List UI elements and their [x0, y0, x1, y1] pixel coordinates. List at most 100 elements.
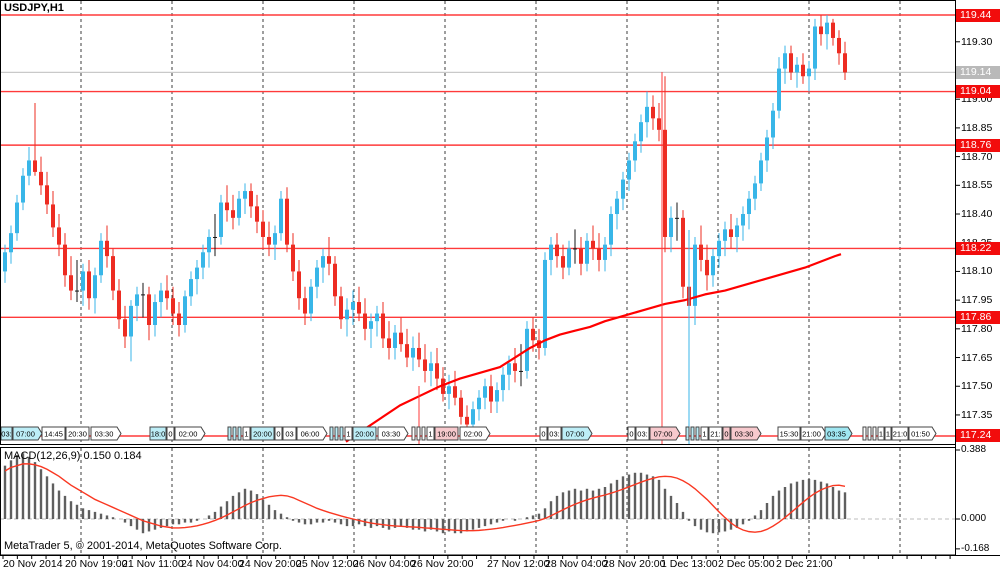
trade-flag-tick[interactable]	[334, 426, 339, 441]
symbol-timeframe-label: USDJPY,H1	[4, 2, 64, 14]
trade-flag-label: 20:30	[68, 430, 87, 439]
trade-flag-tick[interactable]	[227, 426, 232, 441]
trade-flag-label: 1	[702, 430, 706, 439]
candle-body	[303, 298, 307, 314]
candle-body	[585, 240, 589, 264]
trade-flag[interactable]	[426, 426, 435, 441]
trade-flag[interactable]	[777, 426, 801, 441]
trade-flag[interactable]	[149, 426, 167, 441]
trade-flag[interactable]	[282, 426, 297, 441]
trade-flag-label: 03:	[637, 430, 647, 439]
trade-flag-tick[interactable]	[421, 426, 426, 441]
candle-body	[345, 309, 349, 320]
trade-flag[interactable]	[539, 426, 548, 441]
trade-flag-tick[interactable]	[232, 426, 237, 441]
candle-body	[291, 244, 295, 272]
trade-flag[interactable]	[700, 426, 709, 441]
candle-body	[93, 275, 97, 299]
macd-indicator-label: MACD(12,26,9) 0.150 0.184	[4, 450, 142, 462]
level-price-badge: 117.24	[956, 429, 1000, 443]
trade-flag-tick[interactable]	[695, 426, 700, 441]
trade-flag[interactable]	[877, 426, 885, 441]
trade-flag[interactable]	[824, 426, 853, 441]
price-tick-label: 118.10	[961, 265, 993, 278]
candle-body	[567, 248, 571, 268]
trade-flag-tick[interactable]	[690, 426, 695, 441]
trade-flag[interactable]	[884, 426, 892, 441]
time-axis-label: 20 Nov 2014	[3, 558, 63, 570]
trade-flag[interactable]	[352, 426, 377, 441]
trade-flag[interactable]	[649, 426, 681, 441]
trade-flag-tick[interactable]	[329, 426, 334, 441]
trade-flag-tick[interactable]	[416, 426, 421, 441]
trade-flag[interactable]	[800, 426, 827, 441]
price-tick-label: 117.80	[961, 322, 993, 335]
trade-flag-tick[interactable]	[339, 426, 344, 441]
trade-flag-label: 19:00	[437, 430, 456, 439]
candle-body	[807, 68, 811, 77]
trade-flag-label: 03:35	[827, 430, 846, 439]
trade-flag[interactable]	[730, 426, 762, 441]
trade-flag[interactable]	[274, 426, 283, 441]
trade-flag[interactable]	[65, 426, 90, 441]
trade-flag[interactable]	[891, 426, 909, 441]
trade-flag-label: 03:30	[95, 430, 114, 439]
trade-flag[interactable]	[547, 426, 562, 441]
candle-body	[111, 256, 115, 291]
trade-flag-tick[interactable]	[862, 426, 867, 441]
trade-flag[interactable]	[166, 426, 175, 441]
time-axis-label: 2 Dec 05:00	[718, 558, 775, 570]
trade-flag[interactable]	[708, 426, 723, 441]
trade-flag-tick[interactable]	[237, 426, 242, 441]
trade-flag[interactable]	[90, 426, 122, 441]
candle-body	[57, 227, 61, 245]
level-price-badge: 118.22	[956, 241, 1000, 255]
trade-flag[interactable]	[434, 426, 459, 441]
candle-body	[843, 53, 847, 73]
candle-body	[573, 248, 577, 250]
trade-flag-label: 02:00	[464, 430, 483, 439]
candle-body	[231, 210, 235, 218]
candle-body	[171, 298, 175, 314]
candle-body	[669, 217, 673, 237]
trade-flag[interactable]	[561, 426, 593, 441]
candle-body	[405, 344, 409, 358]
candle-body	[249, 191, 253, 207]
candle-body	[243, 191, 247, 199]
trade-flag[interactable]	[344, 426, 353, 441]
trade-flag[interactable]	[722, 426, 731, 441]
level-price-badge: 119.44	[956, 8, 1000, 22]
trade-flag[interactable]	[635, 426, 650, 441]
trade-flag[interactable]	[250, 426, 275, 441]
trade-flag-label: 15:30	[780, 430, 799, 439]
trade-flag-tick[interactable]	[867, 426, 872, 441]
trade-flag[interactable]	[377, 426, 409, 441]
price-tick-label: 117.35	[961, 408, 993, 421]
time-axis-label: 26 Nov 04:00	[353, 558, 416, 570]
candle-body	[327, 256, 331, 264]
trade-flag[interactable]	[459, 426, 491, 441]
time-axis-label: 20 Nov 19:00	[65, 558, 128, 570]
trade-flag-tick[interactable]	[685, 426, 690, 441]
trade-flag[interactable]	[296, 426, 328, 441]
trade-flag-label: 0	[541, 430, 545, 439]
macd-signal-line	[4, 463, 846, 533]
trade-flag[interactable]	[627, 426, 636, 441]
candle-body	[531, 328, 535, 341]
candle-body	[333, 263, 337, 297]
trade-flag-label: 03	[285, 430, 293, 439]
candle-body	[123, 319, 127, 337]
trade-flag[interactable]	[41, 426, 66, 441]
candle-body	[765, 137, 769, 161]
trade-flag[interactable]	[174, 426, 206, 441]
trade-flag[interactable]	[12, 426, 43, 441]
candle-body	[213, 236, 217, 238]
trade-flag[interactable]	[242, 426, 251, 441]
candle-body	[381, 313, 385, 339]
trade-flag-label: 1	[879, 430, 883, 439]
trade-flag-tick[interactable]	[411, 426, 416, 441]
candle-body	[621, 179, 625, 199]
trade-flag-tick[interactable]	[872, 426, 877, 441]
trade-flag[interactable]	[908, 426, 937, 441]
